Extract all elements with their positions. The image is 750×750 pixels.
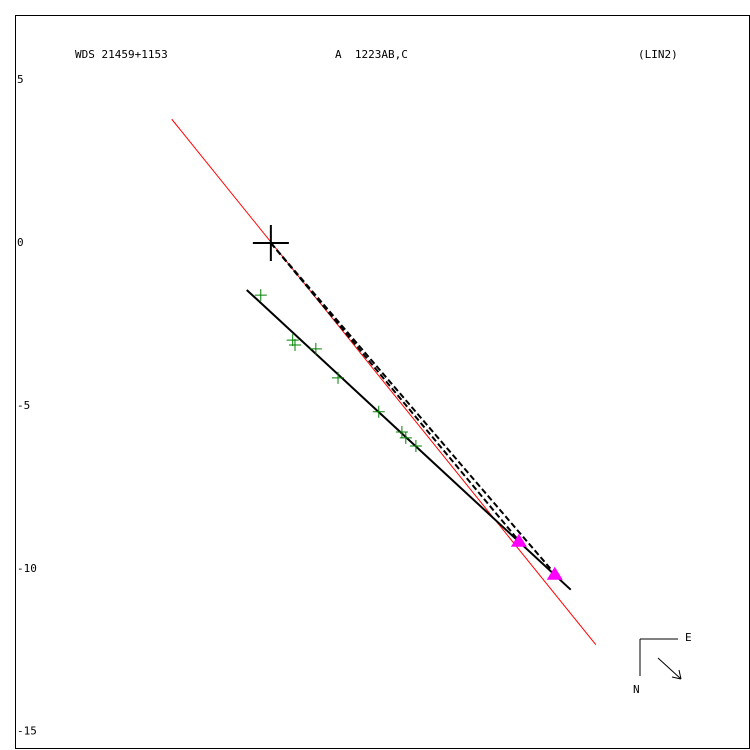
chart-title: WDS 21459+1153 [75, 48, 168, 61]
observation [409, 440, 422, 453]
y-tick-label: -5 [17, 399, 30, 412]
observation [309, 342, 322, 355]
compass [639, 638, 682, 680]
chart-subtitle: A 1223AB,C [335, 48, 408, 61]
observation [332, 371, 345, 384]
fit-line [171, 118, 597, 646]
compass-east: E [685, 631, 692, 644]
annotation: (LIN2) [638, 48, 678, 61]
residual-line [270, 242, 556, 575]
compass-arrow [657, 657, 682, 680]
y-tick-label: -15 [17, 725, 37, 738]
observation [286, 334, 299, 347]
y-tick-label: -10 [17, 562, 37, 575]
y-tick-label: 0 [17, 236, 24, 249]
predicted-position [546, 566, 563, 580]
plot-frame [15, 15, 750, 749]
y-tick-label: 5 [17, 73, 24, 86]
observation [288, 339, 301, 352]
observation [399, 431, 412, 444]
observation [372, 405, 385, 418]
observation [254, 289, 267, 302]
primary-star [252, 225, 289, 262]
predicted-position [510, 533, 527, 547]
compass-north: N [633, 683, 640, 696]
